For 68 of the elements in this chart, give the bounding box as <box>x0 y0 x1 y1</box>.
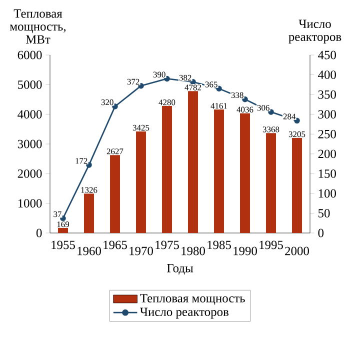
bar <box>240 113 250 233</box>
x-tick-label: 1990 <box>234 246 257 256</box>
data-label: 2627 <box>106 148 124 154</box>
data-label: 372 <box>127 78 140 85</box>
data-label: 382 <box>179 74 192 81</box>
y-tick-label: 1000 <box>18 199 42 208</box>
data-label: 1326 <box>81 187 98 193</box>
y2-tick-label: 150 <box>318 169 336 178</box>
data-label: 320 <box>101 99 114 106</box>
y2-tick-label: 50 <box>318 209 330 218</box>
bar <box>188 91 198 233</box>
point <box>112 104 118 110</box>
data-label: 306 <box>257 104 270 111</box>
data-label: 3425 <box>132 124 150 131</box>
y2-tick-label: 400 <box>318 70 336 79</box>
point <box>242 96 248 102</box>
x-tick-label: 1985 <box>208 240 231 250</box>
x-tick-label: 1955 <box>52 240 75 250</box>
x-axis-title: Годы <box>167 264 194 275</box>
y-tick-label: 4000 <box>18 110 42 119</box>
data-label: 37 <box>54 211 62 218</box>
bar <box>214 110 224 233</box>
y-axis-title: Тепловая мощность, МВт <box>10 9 66 44</box>
y-tick-label: 0 <box>36 228 42 238</box>
data-label: 172 <box>76 158 88 164</box>
bar <box>266 133 276 233</box>
data-label: 3368 <box>262 126 280 132</box>
bar <box>162 106 172 233</box>
bar <box>136 131 146 233</box>
legend-label: Число реакторов <box>140 308 228 319</box>
y2-tick-label: 300 <box>318 110 336 119</box>
bar <box>110 155 120 233</box>
x-tick-label: 2000 <box>285 246 309 256</box>
y2-tick-label: 250 <box>318 130 336 138</box>
x-tick-label: 1995 <box>260 240 283 250</box>
y2-axis-title: Число реакторов <box>288 20 342 44</box>
y2-tick-label: 200 <box>318 150 336 158</box>
y2-tick-label: 100 <box>318 189 336 198</box>
bar <box>84 194 94 233</box>
x-tick-label: 1975 <box>156 240 179 250</box>
y2-tick-label: 350 <box>318 90 336 99</box>
point <box>164 76 170 82</box>
y-tick-label: 2000 <box>18 169 42 178</box>
x-tick-label: 1960 <box>78 246 101 256</box>
data-label: 3205 <box>288 131 306 138</box>
y-tick-label: 3000 <box>18 140 42 148</box>
x-tick-label: 1970 <box>130 246 153 256</box>
x-tick-label: 1980 <box>182 246 205 256</box>
point <box>60 215 66 222</box>
data-label: 4280 <box>158 100 176 106</box>
legend-label: Тепловая мощность <box>140 294 245 305</box>
point <box>216 86 222 92</box>
point <box>138 82 144 89</box>
data-label: 365 <box>205 82 218 88</box>
x-tick-label: 1965 <box>104 240 127 250</box>
data-label: 169 <box>57 221 70 228</box>
data-label: 284 <box>283 114 296 120</box>
data-label: 4782 <box>184 84 201 90</box>
y-tick-label: 6000 <box>18 50 42 60</box>
bar <box>58 228 68 233</box>
y2-tick-label: 450 <box>318 50 336 60</box>
data-label: 338 <box>231 92 244 98</box>
y2-tick-label: 0 <box>318 228 324 238</box>
data-label: 4036 <box>236 106 254 112</box>
bar <box>292 138 302 233</box>
y-tick-label: 5000 <box>18 80 42 89</box>
data-label: 4161 <box>210 103 227 109</box>
data-label: 390 <box>153 72 166 78</box>
